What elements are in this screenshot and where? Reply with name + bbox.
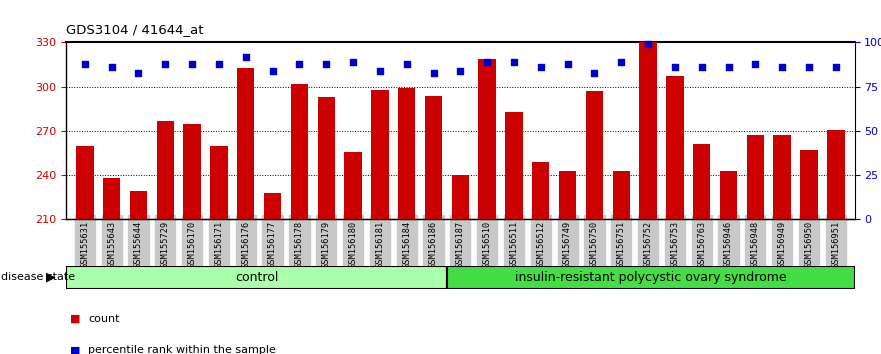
- Bar: [478, 59, 496, 219]
- Bar: [452, 175, 469, 219]
- Text: control: control: [235, 270, 278, 284]
- Point: [131, 70, 145, 75]
- Point: [641, 41, 655, 47]
- Point: [78, 61, 92, 67]
- Bar: [237, 68, 255, 219]
- Bar: [532, 162, 550, 219]
- Point: [159, 61, 173, 67]
- Bar: [264, 193, 281, 219]
- Text: count: count: [88, 314, 120, 324]
- Bar: [586, 91, 603, 219]
- Bar: [183, 124, 201, 219]
- Bar: [746, 136, 764, 219]
- Point: [373, 68, 387, 74]
- Bar: [800, 150, 818, 219]
- Point: [694, 64, 708, 70]
- Point: [588, 70, 602, 75]
- Bar: [291, 84, 308, 219]
- Point: [319, 61, 333, 67]
- Text: ■: ■: [70, 314, 81, 324]
- Point: [534, 64, 548, 70]
- Bar: [666, 76, 684, 219]
- Text: GDS3104 / 41644_at: GDS3104 / 41644_at: [66, 23, 204, 36]
- Point: [507, 59, 521, 65]
- Bar: [103, 178, 121, 219]
- Point: [400, 61, 414, 67]
- Point: [292, 61, 307, 67]
- Bar: [720, 171, 737, 219]
- Bar: [447, 266, 855, 289]
- Point: [802, 64, 816, 70]
- Bar: [425, 96, 442, 219]
- Point: [480, 59, 494, 65]
- Bar: [157, 121, 174, 219]
- Point: [748, 61, 762, 67]
- Bar: [398, 88, 416, 219]
- Bar: [317, 97, 335, 219]
- Bar: [693, 144, 710, 219]
- Text: ■: ■: [70, 346, 81, 354]
- Point: [265, 68, 279, 74]
- Text: insulin-resistant polycystic ovary syndrome: insulin-resistant polycystic ovary syndr…: [515, 270, 787, 284]
- Bar: [66, 266, 447, 289]
- Bar: [774, 136, 791, 219]
- Bar: [344, 152, 362, 219]
- Point: [239, 54, 253, 59]
- Point: [453, 68, 467, 74]
- Bar: [612, 171, 630, 219]
- Bar: [130, 192, 147, 219]
- Point: [426, 70, 440, 75]
- Text: percentile rank within the sample: percentile rank within the sample: [88, 346, 276, 354]
- Point: [346, 59, 360, 65]
- Point: [105, 64, 119, 70]
- Point: [722, 64, 736, 70]
- Text: ▶: ▶: [46, 270, 56, 283]
- Bar: [211, 146, 227, 219]
- Bar: [559, 171, 576, 219]
- Point: [668, 64, 682, 70]
- Point: [560, 61, 574, 67]
- Point: [829, 64, 843, 70]
- Text: disease state: disease state: [1, 272, 75, 282]
- Bar: [505, 112, 522, 219]
- Point: [185, 61, 199, 67]
- Point: [212, 61, 226, 67]
- Point: [614, 59, 628, 65]
- Bar: [827, 130, 845, 219]
- Point: [775, 64, 789, 70]
- Bar: [371, 90, 389, 219]
- Bar: [76, 146, 93, 219]
- Bar: [640, 42, 656, 219]
